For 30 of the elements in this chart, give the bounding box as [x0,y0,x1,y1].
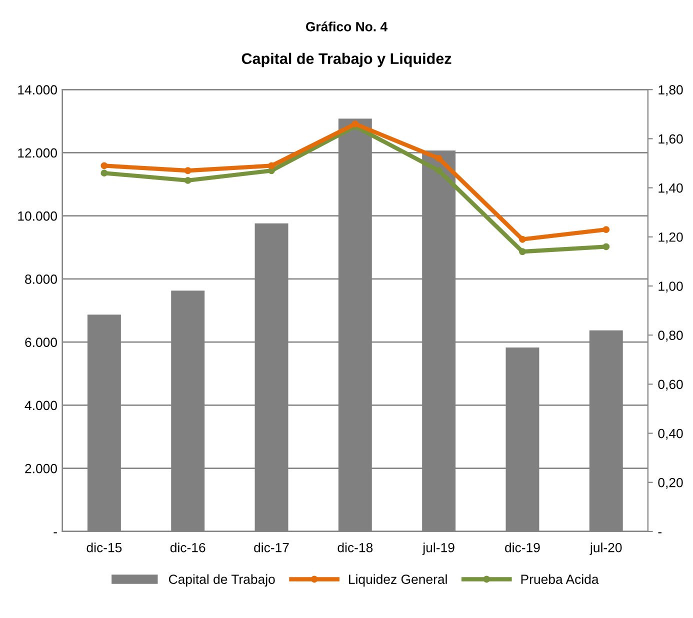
y2-tick-label: 0,60 [658,380,683,391]
y2-tick-label: - [658,532,662,534]
x-tick-label: dic-17 [254,542,289,552]
y2-tick-label: 1,80 [658,85,683,96]
y2-tick-label: 0,40 [658,428,683,440]
legend-label: Liquidez General [349,574,447,587]
y-tick-label: 14.000 [18,85,57,95]
chart-title: Gráfico No. 4 [306,22,388,32]
y2-tick-label: 0,20 [658,478,683,489]
x-tick-label: dic-16 [170,542,206,552]
x-tick-label: jul-20 [590,542,622,555]
y-tick-label: 12.000 [18,148,57,158]
y-tick-label: 10.000 [18,211,57,221]
legend-label: Prueba Acida [521,574,599,584]
y-tick-label: 4.000 [24,400,57,410]
y-tick-label: 2.000 [25,464,57,474]
legend-label: Capital de Trabajo [168,574,275,587]
x-tick-label: dic-15 [86,542,122,552]
y2-tick-label: 1,20 [658,232,683,244]
y-tick-label: 6.000 [25,338,57,348]
y-tick-label: 8.000 [25,274,57,284]
x-tick-label: dic-18 [338,542,373,552]
chart-subtitle: Capital de Trabajo y Liquidez [242,52,452,68]
y2-tick-label: 1,40 [658,183,683,194]
x-tick-label: jul-19 [422,542,454,555]
y2-tick-label: 1,00 [658,282,683,292]
y-tick-label: - [54,532,57,534]
x-tick-label: dic-19 [505,542,540,552]
y2-tick-label: 1,60 [658,134,683,146]
y2-tick-label: 0,80 [658,330,683,342]
